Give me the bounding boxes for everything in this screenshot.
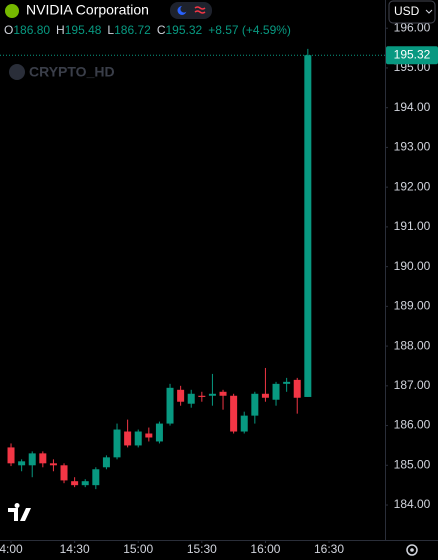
candle-body bbox=[18, 461, 26, 466]
y-tick-label: 184.00 bbox=[394, 497, 431, 511]
candle-body bbox=[230, 395, 238, 432]
candle-body bbox=[134, 431, 142, 446]
candle-body bbox=[39, 453, 47, 464]
candle-body bbox=[145, 433, 153, 438]
candle-body bbox=[198, 395, 206, 397]
legend-key: C bbox=[157, 23, 166, 37]
candle-body bbox=[304, 55, 312, 397]
candle-body bbox=[240, 415, 248, 432]
legend-key: O bbox=[4, 23, 13, 37]
x-tick-label: 4:00 bbox=[0, 542, 23, 556]
currency: USD bbox=[394, 4, 420, 18]
y-tick-label: 190.00 bbox=[394, 259, 431, 273]
candle-body bbox=[251, 393, 259, 416]
x-tick-label: 15:00 bbox=[123, 542, 153, 556]
last-price-label: 195.32 bbox=[394, 47, 431, 61]
watermark: CRYPTO_HD bbox=[29, 64, 115, 80]
candle-body bbox=[283, 381, 291, 384]
legend-value: 186.80 bbox=[13, 23, 50, 37]
x-tick-label: 16:00 bbox=[250, 542, 280, 556]
candle-body bbox=[28, 453, 36, 466]
candle-body bbox=[102, 457, 110, 468]
y-tick-label: 196.00 bbox=[394, 20, 431, 34]
y-tick-label: 194.00 bbox=[394, 100, 431, 114]
x-tick-label: 14:30 bbox=[60, 542, 90, 556]
y-tick-label: 188.00 bbox=[394, 338, 431, 352]
stream-icon bbox=[194, 6, 206, 14]
candle-body bbox=[155, 423, 163, 442]
candle-body bbox=[124, 431, 132, 446]
settings-dot bbox=[410, 548, 414, 552]
y-tick-label: 187.00 bbox=[394, 378, 431, 392]
y-tick-label: 191.00 bbox=[394, 219, 431, 233]
candle-body bbox=[177, 389, 185, 402]
legend-value: 195.48 bbox=[65, 23, 102, 37]
currency-button[interactable] bbox=[388, 0, 436, 24]
y-tick-label: 193.00 bbox=[394, 140, 431, 154]
candle-body bbox=[261, 393, 269, 398]
x-tick-label: 16:30 bbox=[314, 542, 344, 556]
candle-body bbox=[49, 463, 57, 466]
y-tick-label: 186.00 bbox=[394, 418, 431, 432]
y-tick-label: 185.00 bbox=[394, 457, 431, 471]
symbol-title: NVIDIA Corporation bbox=[26, 2, 149, 18]
candle-body bbox=[92, 469, 100, 486]
x-tick-label: 15:30 bbox=[187, 542, 217, 556]
settings-icon[interactable] bbox=[406, 544, 418, 556]
candle-body bbox=[187, 393, 195, 404]
tv-logo[interactable] bbox=[8, 503, 31, 521]
candle-body bbox=[208, 393, 216, 396]
legend-change: +8.57 (+4.59%) bbox=[208, 23, 291, 37]
candle-body bbox=[113, 429, 121, 458]
legend-key: L bbox=[107, 23, 114, 37]
candle-body bbox=[166, 387, 174, 424]
candle-body bbox=[272, 383, 280, 400]
symbol-logo bbox=[5, 4, 19, 18]
y-tick-label: 189.00 bbox=[394, 299, 431, 313]
candle-body bbox=[81, 481, 89, 486]
last-price-tag bbox=[386, 46, 438, 65]
candle-body bbox=[60, 465, 68, 481]
legend-value: 195.32 bbox=[165, 23, 202, 37]
legend-value: 186.72 bbox=[114, 23, 151, 37]
candle-body bbox=[7, 447, 15, 464]
moon-cut bbox=[180, 5, 188, 13]
status-pill[interactable] bbox=[170, 2, 212, 19]
dropdown-icon bbox=[425, 9, 433, 14]
candle-body bbox=[293, 379, 301, 398]
candle-body bbox=[219, 391, 227, 396]
watermark-icon bbox=[9, 64, 25, 80]
ohlc-legend: O186.80 H195.48 L186.72 C195.32 +8.57 (+4.59… bbox=[4, 23, 291, 37]
candle-body bbox=[71, 481, 79, 486]
plot: 184.00 185.00 186.00 187.00 188.00 189.00 190.… bbox=[0, 20, 431, 556]
legend-key: H bbox=[56, 23, 65, 37]
y-tick-label: 192.00 bbox=[394, 179, 431, 193]
